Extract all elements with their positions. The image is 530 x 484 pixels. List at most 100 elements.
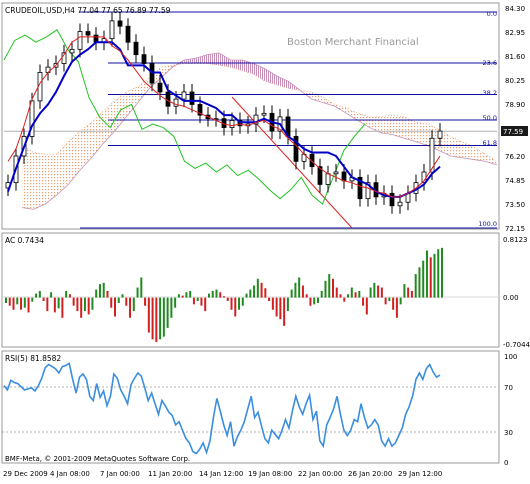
cloud-segment (79, 122, 92, 171)
time-tick: 14 Jan 12:00 (199, 470, 243, 478)
candle (141, 46, 147, 72)
rsi-panel-frame (1, 350, 500, 464)
candle (69, 41, 75, 61)
time-axis: 29 Dec 2009 4 Jan 08:00 7 Jan 00:00 11 J… (3, 470, 442, 478)
rsi-scale-100: 100 (504, 353, 517, 361)
current-price-box (501, 126, 528, 136)
candle (125, 18, 131, 51)
cloud-segment (346, 108, 358, 121)
ac-scale-min: -0.7044 (503, 341, 530, 349)
candle (181, 84, 187, 108)
candle (29, 92, 35, 145)
time-tick: 7 Jan 00:00 (100, 470, 140, 478)
candle (429, 130, 435, 180)
ac-label: AC 0.7434 (5, 236, 44, 245)
time-tick: 26 Jan 20:00 (348, 470, 392, 478)
time-tick: 11 Jan 20:00 (148, 470, 192, 478)
fib-label-61: 61.8 (483, 139, 497, 147)
cloud-segment (207, 52, 219, 66)
rsi-line (3, 362, 441, 456)
trend-line (231, 96, 353, 229)
cloud-segment (462, 141, 474, 160)
ac-scale-max: 0.8123 (503, 236, 528, 244)
watermark-text: Boston Merchant Financial (287, 37, 419, 48)
candle (389, 185, 395, 214)
time-tick: 19 Jan 08:00 (248, 470, 292, 478)
cloud-segment (404, 116, 416, 142)
candle (293, 128, 299, 170)
price-axis: 84.30 82.95 81.60 80.25 78.90 76.20 74.8… (505, 5, 525, 233)
chikou-polyline (3, 29, 366, 205)
cloud-segment (242, 60, 254, 75)
candle (309, 146, 315, 175)
time-tick: 4 Jan 08:00 (50, 470, 90, 478)
copyright-text: BMF-Meta, © 2001-2009 MetaQuotes Softwar… (5, 455, 190, 463)
fib-label-23: 23.6 (483, 59, 497, 67)
rsi-label: RSI(5) 81.8582 (5, 354, 61, 363)
cloud-segment (218, 52, 231, 68)
cloud-segment (91, 111, 104, 158)
ac-scale-zero: 0.00 (503, 294, 519, 302)
rsi-scale-70: 70 (504, 384, 513, 392)
cloud-segment (415, 122, 428, 146)
candle (365, 174, 371, 207)
candle (333, 164, 339, 182)
price-tick: 76.20 (505, 153, 525, 161)
cloud-segment (473, 147, 486, 162)
kijun-line (7, 41, 441, 198)
time-tick: 22 Jan 00:00 (298, 470, 342, 478)
cloud-segment (45, 154, 57, 204)
cloud-segment (392, 115, 405, 139)
price-tick: 80.25 (505, 77, 525, 85)
ichimoku-cloud (21, 52, 498, 210)
price-tick: 84.30 (505, 5, 525, 13)
symbol-info: CRUDEOIL,USD,H4 77.04 77.65 76.89 77.59 (5, 6, 171, 15)
cloud-segment (450, 136, 463, 158)
cloud-segment (114, 92, 127, 132)
cloud-segment (33, 152, 46, 210)
time-tick: 29 Jan 12:00 (398, 470, 442, 478)
candle (133, 34, 139, 63)
fib-label-100: 100.0 (478, 220, 497, 228)
fib-label-38: 38.2 (483, 89, 497, 97)
cloud-segment (195, 54, 208, 64)
time-tick: 29 Dec 2009 (3, 470, 48, 478)
price-tick: 78.90 (505, 101, 525, 109)
cloud-segment (56, 141, 69, 196)
price-tick: 81.60 (505, 53, 525, 61)
candle (77, 23, 83, 58)
rsi-polyline (3, 362, 441, 456)
rsi-scale-0: 0 (504, 459, 508, 467)
fib-label-0: 0.0 (487, 10, 497, 18)
price-tick: 73.50 (505, 201, 525, 209)
senkou-b-line (21, 52, 498, 210)
candle (357, 169, 363, 207)
tenkan-line (7, 36, 441, 198)
candle (437, 123, 443, 147)
cloud-segment (253, 63, 266, 82)
price-tick: 72.15 (505, 225, 525, 233)
ac-histogram (5, 247, 443, 343)
kijun-polyline (7, 41, 441, 198)
chikou-line (3, 29, 366, 205)
rsi-scale-30: 30 (504, 429, 513, 437)
cloud-segment (265, 68, 277, 85)
cloud-segment (22, 145, 34, 210)
candle (317, 158, 323, 193)
price-tick: 74.85 (505, 177, 525, 185)
tenkan-polyline (7, 36, 441, 198)
cloud-segment (276, 76, 289, 89)
cloud-segment (68, 131, 80, 185)
price-tick: 82.95 (505, 29, 525, 37)
candle (117, 12, 123, 35)
candle (253, 107, 259, 132)
candle (85, 23, 91, 44)
candle (189, 84, 195, 113)
fib-label-50: 50.0 (483, 114, 497, 122)
cloud-segment (485, 154, 497, 165)
candle (109, 12, 115, 47)
candle (61, 44, 67, 72)
cloud-segment (103, 100, 115, 144)
